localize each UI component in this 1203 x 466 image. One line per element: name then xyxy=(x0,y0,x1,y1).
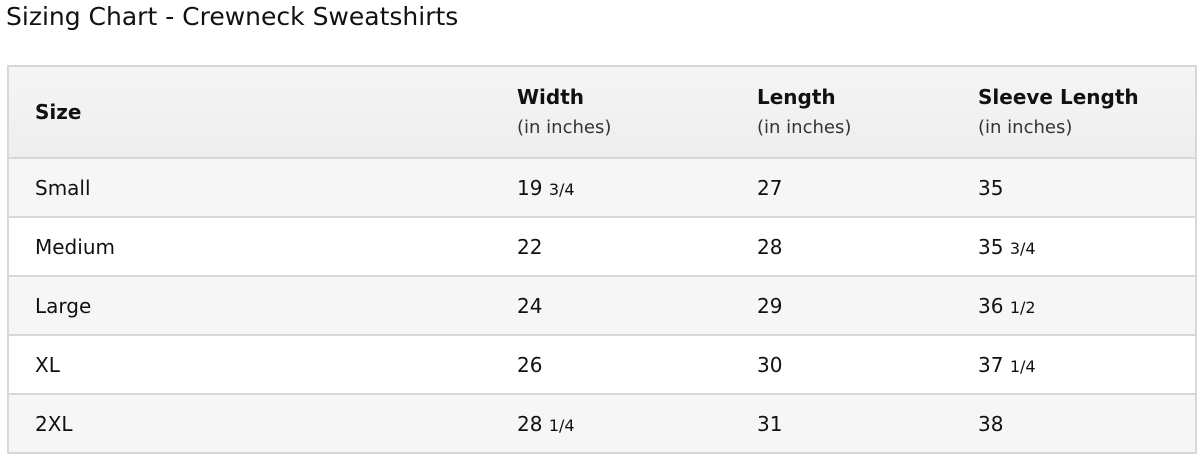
cell-value: 29 xyxy=(757,293,783,318)
cell-value: Small xyxy=(35,175,91,200)
header-size: Size xyxy=(8,66,517,159)
width-cell: 28 1/4 xyxy=(517,394,757,454)
cell-value: 36 xyxy=(978,293,1004,318)
length-cell: 30 xyxy=(757,335,978,395)
table-row: Large 24 29 36 1/2 xyxy=(8,276,1196,336)
cell-fraction: 1/4 xyxy=(548,415,575,435)
size-cell: Medium xyxy=(8,217,517,277)
cell-value: Large xyxy=(35,293,92,318)
page-title: Sizing Chart - Crewneck Sweatshirts xyxy=(6,2,459,31)
length-cell: 29 xyxy=(757,276,978,336)
header-label: Length xyxy=(757,85,836,109)
cell-value: 31 xyxy=(757,411,783,436)
cell-value: 2XL xyxy=(35,411,73,436)
size-cell: 2XL xyxy=(8,394,517,454)
table-row: Small 19 3/4 27 35 xyxy=(8,158,1196,218)
sleeve-length-cell: 38 xyxy=(978,394,1196,454)
cell-value: XL xyxy=(35,352,60,377)
sleeve-length-cell: 36 1/2 xyxy=(978,276,1196,336)
header-label: Width xyxy=(517,85,585,109)
table-row: 2XL 28 1/4 31 38 xyxy=(8,394,1196,454)
width-cell: 22 xyxy=(517,217,757,277)
cell-value: 37 xyxy=(978,352,1004,377)
cell-value: 28 xyxy=(757,234,783,259)
table-row: XL 26 30 37 1/4 xyxy=(8,335,1196,395)
header-label: Sleeve Length xyxy=(978,85,1139,109)
width-cell: 24 xyxy=(517,276,757,336)
header-label: Size xyxy=(35,100,82,124)
sizing-table: Size Width (in inches) Length (in inches) … xyxy=(7,65,1197,454)
length-cell: 27 xyxy=(757,158,978,218)
header-sleeve-length: Sleeve Length (in inches) xyxy=(978,66,1196,159)
cell-fraction: 3/4 xyxy=(1009,238,1036,258)
header-unit: (in inches) xyxy=(517,117,612,138)
size-cell: Small xyxy=(8,158,517,218)
cell-value: 26 xyxy=(517,352,543,377)
cell-fraction: 1/2 xyxy=(1009,297,1036,317)
cell-value: 35 xyxy=(978,175,1004,200)
cell-value: 30 xyxy=(757,352,783,377)
cell-value: 24 xyxy=(517,293,543,318)
table-row: Medium 22 28 35 3/4 xyxy=(8,217,1196,277)
size-cell: XL xyxy=(8,335,517,395)
header-unit: (in inches) xyxy=(757,117,852,138)
size-cell: Large xyxy=(8,276,517,336)
cell-fraction: 3/4 xyxy=(548,179,575,199)
cell-value: 35 xyxy=(978,234,1004,259)
header-length: Length (in inches) xyxy=(757,66,978,159)
cell-fraction: 1/4 xyxy=(1009,356,1036,376)
cell-value: Medium xyxy=(35,234,115,259)
width-cell: 19 3/4 xyxy=(517,158,757,218)
cell-value: 38 xyxy=(978,411,1004,436)
cell-value: 28 xyxy=(517,411,543,436)
sleeve-length-cell: 37 1/4 xyxy=(978,335,1196,395)
cell-value: 27 xyxy=(757,175,783,200)
cell-value: 19 xyxy=(517,175,543,200)
sleeve-length-cell: 35 3/4 xyxy=(978,217,1196,277)
cell-value: 22 xyxy=(517,234,543,259)
header-width: Width (in inches) xyxy=(517,66,757,159)
width-cell: 26 xyxy=(517,335,757,395)
header-unit: (in inches) xyxy=(978,117,1073,138)
length-cell: 28 xyxy=(757,217,978,277)
sleeve-length-cell: 35 xyxy=(978,158,1196,218)
header-row: Size Width (in inches) Length (in inches) … xyxy=(8,66,1196,159)
length-cell: 31 xyxy=(757,394,978,454)
